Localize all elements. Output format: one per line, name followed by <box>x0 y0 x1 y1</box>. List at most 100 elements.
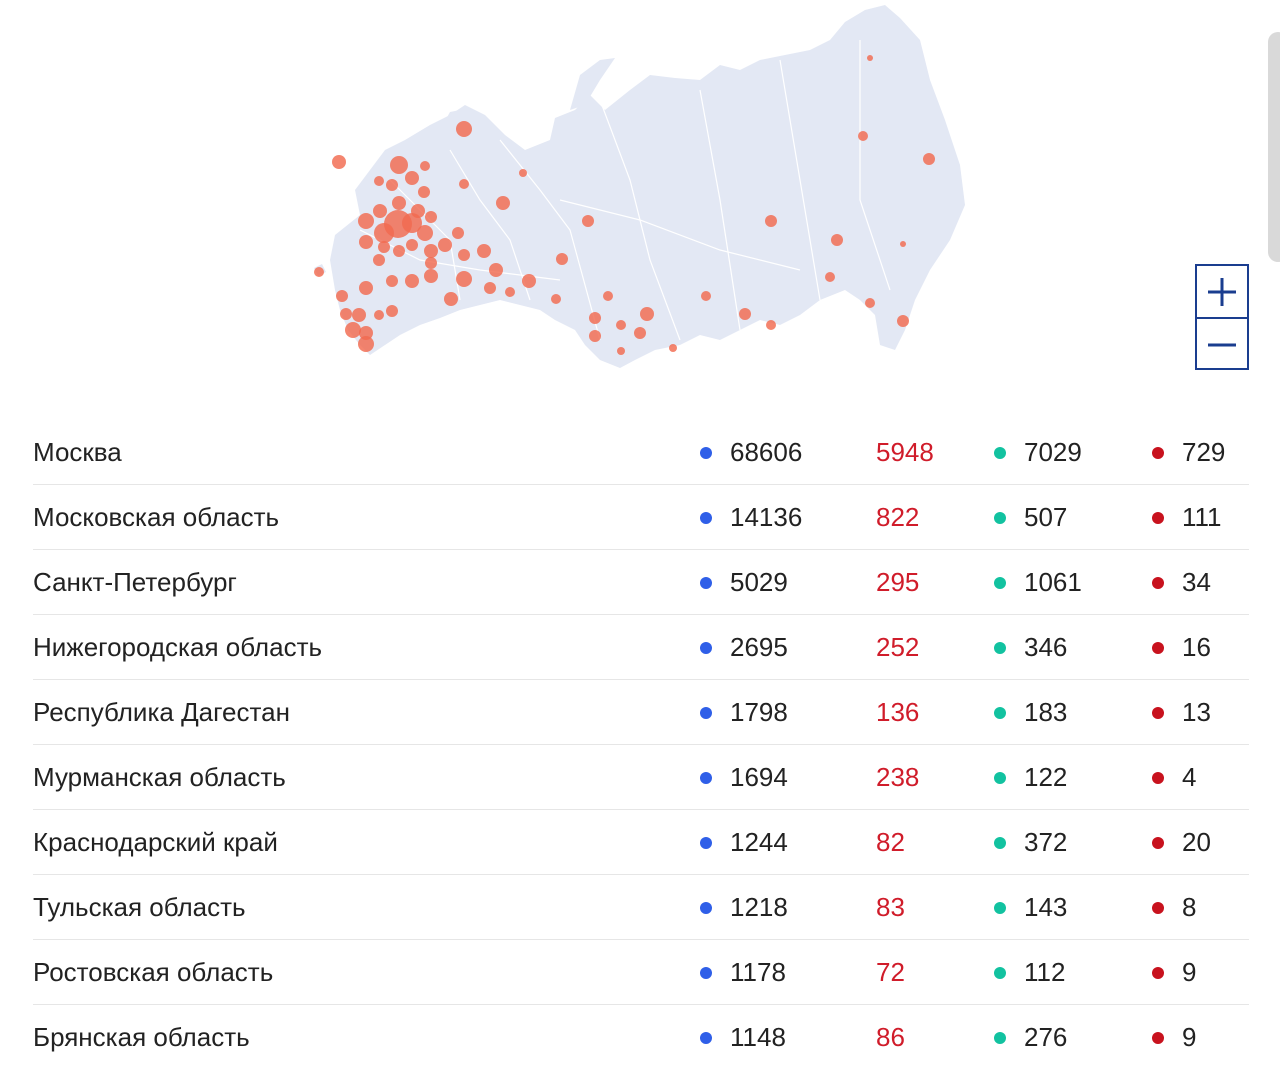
recovered-count: 112 <box>1024 957 1066 987</box>
deaths-count: 8 <box>1182 892 1197 922</box>
table-row[interactable]: Брянская область 1148 86 276 9 <box>33 1005 1249 1070</box>
confirmed-dot-icon <box>700 772 712 784</box>
confirmed-count: 14136 <box>730 502 803 532</box>
novaya-zemlya <box>570 58 615 110</box>
increase-count: 295 <box>876 567 920 597</box>
deaths-count: 16 <box>1182 632 1211 662</box>
recovered-dot-icon <box>994 967 1006 979</box>
confirmed-count: 1178 <box>730 957 786 987</box>
region-name: Тульская область <box>33 892 246 922</box>
confirmed-dot-icon <box>700 577 712 589</box>
recovered-dot-icon <box>994 707 1006 719</box>
recovered-count: 1061 <box>1024 567 1082 597</box>
recovered-dot-icon <box>994 837 1006 849</box>
region-name: Республика Дагестан <box>33 697 290 727</box>
recovered-dot-icon <box>994 902 1006 914</box>
confirmed-dot-icon <box>700 1032 712 1044</box>
confirmed-count: 1694 <box>730 762 788 792</box>
recovered-count: 276 <box>1024 1022 1068 1052</box>
deaths-count: 20 <box>1182 827 1211 857</box>
recovered-dot-icon <box>994 512 1006 524</box>
confirmed-dot-icon <box>700 902 712 914</box>
deaths-count: 111 <box>1182 502 1222 532</box>
table-row[interactable]: Москва 68606 5948 7029 729 <box>33 420 1249 485</box>
scrollbar-thumb[interactable] <box>1268 32 1280 262</box>
increase-count: 82 <box>876 827 905 857</box>
deaths-dot-icon <box>1152 512 1164 524</box>
deaths-dot-icon <box>1152 772 1164 784</box>
deaths-count: 4 <box>1182 762 1197 792</box>
deaths-dot-icon <box>1152 577 1164 589</box>
confirmed-dot-icon <box>700 967 712 979</box>
deaths-dot-icon <box>1152 447 1164 459</box>
deaths-dot-icon <box>1152 837 1164 849</box>
table-row[interactable]: Тульская область 1218 83 143 8 <box>33 875 1249 940</box>
deaths-count: 34 <box>1182 567 1211 597</box>
confirmed-count: 1798 <box>730 697 788 727</box>
russia-cases-map[interactable] <box>300 0 980 380</box>
deaths-count: 729 <box>1182 437 1226 467</box>
recovered-count: 122 <box>1024 762 1068 792</box>
region-name: Брянская область <box>33 1022 250 1052</box>
kamchatka <box>910 120 960 190</box>
zoom-in-button[interactable] <box>1197 266 1247 319</box>
increase-count: 238 <box>876 762 920 792</box>
plus-icon <box>1208 277 1236 306</box>
deaths-dot-icon <box>1152 967 1164 979</box>
table-row[interactable]: Санкт-Петербург 5029 295 1061 34 <box>33 550 1249 615</box>
recovered-dot-icon <box>994 1032 1006 1044</box>
deaths-dot-icon <box>1152 707 1164 719</box>
minus-icon <box>1208 343 1236 346</box>
increase-count: 72 <box>876 957 905 987</box>
russia-landmass <box>330 5 965 368</box>
table-row[interactable]: Московская область 14136 822 507 111 <box>33 485 1249 550</box>
increase-count: 822 <box>876 502 920 532</box>
confirmed-dot-icon <box>700 837 712 849</box>
region-borders <box>359 40 891 341</box>
confirmed-count: 1244 <box>730 827 788 857</box>
map-zoom-controls <box>1195 264 1249 370</box>
table-row[interactable]: Краснодарский край 1244 82 372 20 <box>33 810 1249 875</box>
deaths-count: 9 <box>1182 957 1197 987</box>
recovered-dot-icon <box>994 642 1006 654</box>
deaths-count: 13 <box>1182 697 1211 727</box>
regions-table: Москва 68606 5948 7029 729 Московская область… <box>33 420 1249 1070</box>
increase-count: 83 <box>876 892 905 922</box>
region-name: Мурманская область <box>33 762 286 792</box>
increase-count: 252 <box>876 632 920 662</box>
zoom-out-button[interactable] <box>1197 319 1247 370</box>
region-name: Нижегородская область <box>33 632 323 662</box>
recovered-count: 507 <box>1024 502 1068 532</box>
recovered-count: 372 <box>1024 827 1068 857</box>
recovered-dot-icon <box>994 447 1006 459</box>
confirmed-dot-icon <box>700 707 712 719</box>
recovered-dot-icon <box>994 577 1006 589</box>
confirmed-count: 5029 <box>730 567 788 597</box>
confirmed-count: 1148 <box>730 1022 786 1052</box>
russia-map-svg <box>314 5 965 368</box>
sakhalin <box>890 232 912 320</box>
region-name: Санкт-Петербург <box>33 567 237 597</box>
recovered-count: 346 <box>1024 632 1068 662</box>
increase-count: 136 <box>876 697 920 727</box>
region-name: Москва <box>33 437 122 467</box>
region-name: Краснодарский край <box>33 827 278 857</box>
deaths-count: 9 <box>1182 1022 1197 1052</box>
recovered-count: 143 <box>1024 892 1068 922</box>
confirmed-count: 68606 <box>730 437 803 467</box>
recovered-dot-icon <box>994 772 1006 784</box>
table-row[interactable]: Мурманская область 1694 238 122 4 <box>33 745 1249 810</box>
increase-count: 5948 <box>876 437 934 467</box>
confirmed-dot-icon <box>700 512 712 524</box>
deaths-dot-icon <box>1152 642 1164 654</box>
increase-count: 86 <box>876 1022 905 1052</box>
region-name: Ростовская область <box>33 957 274 987</box>
table-row[interactable]: Нижегородская область 2695 252 346 16 <box>33 615 1249 680</box>
confirmed-count: 2695 <box>730 632 788 662</box>
recovered-count: 7029 <box>1024 437 1082 467</box>
table-row[interactable]: Ростовская область 1178 72 112 9 <box>33 940 1249 1005</box>
table-row[interactable]: Республика Дагестан 1798 136 183 13 <box>33 680 1249 745</box>
confirmed-dot-icon <box>700 642 712 654</box>
deaths-dot-icon <box>1152 902 1164 914</box>
recovered-count: 183 <box>1024 697 1068 727</box>
